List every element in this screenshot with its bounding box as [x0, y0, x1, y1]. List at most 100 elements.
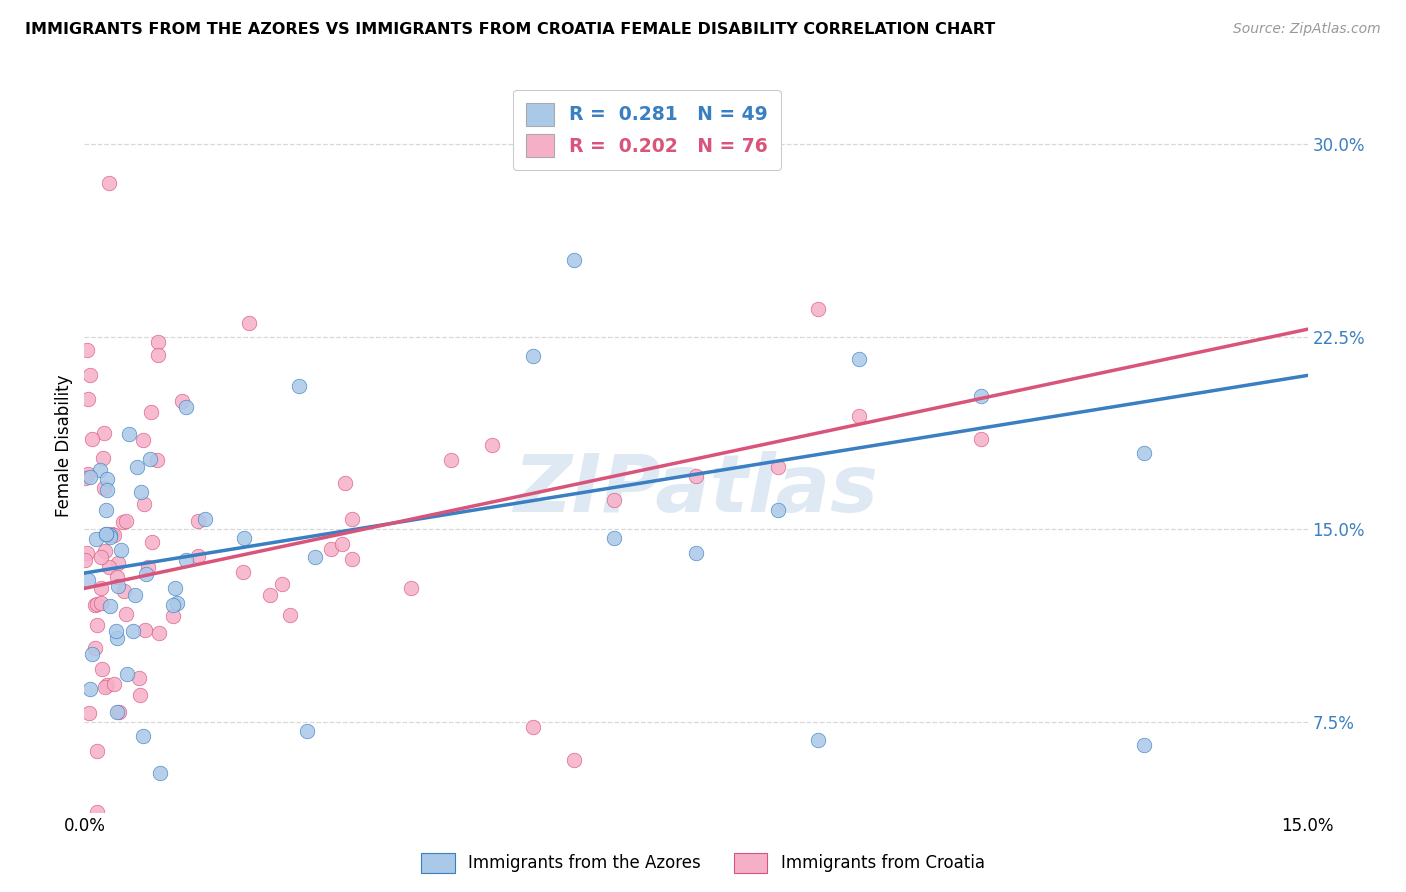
Point [319, 541, 342, 556]
Point [86, 618, 108, 632]
Point [522, 350, 544, 364]
Point [105, 570, 128, 584]
Point [79, 681, 101, 696]
Point [98, 528, 121, 542]
Point [176, 553, 198, 567]
Point [107, 579, 129, 593]
Point [766, 459, 789, 474]
Point [970, 389, 993, 403]
Point [94, 527, 117, 541]
Point [108, 705, 131, 719]
Point [172, 394, 194, 409]
Point [342, 512, 364, 526]
Point [97, 527, 120, 541]
Point [134, 624, 156, 638]
Point [1133, 738, 1156, 752]
Point [440, 453, 463, 467]
Point [97, 176, 120, 190]
Point [295, 723, 318, 738]
Point [118, 426, 141, 441]
Y-axis label: Female Disability: Female Disability [55, 375, 73, 517]
Point [685, 469, 707, 483]
Point [187, 514, 209, 528]
Point [90, 582, 112, 596]
Point [129, 688, 152, 702]
Point [93, 426, 115, 441]
Point [107, 705, 129, 719]
Point [76, 546, 98, 560]
Point [114, 514, 136, 528]
Point [104, 624, 127, 638]
Point [101, 526, 124, 541]
Point [135, 567, 157, 582]
Text: IMMIGRANTS FROM THE AZORES VS IMMIGRANTS FROM CROATIA FEMALE DISABILITY CORRELAT: IMMIGRANTS FROM THE AZORES VS IMMIGRANTS… [25, 22, 995, 37]
Point [77, 467, 100, 481]
Point [110, 543, 132, 558]
Point [117, 667, 139, 681]
Point [79, 706, 101, 720]
Point [333, 475, 356, 490]
Point [103, 677, 125, 691]
Point [970, 432, 993, 446]
Legend: R =  0.281   N = 49, R =  0.202   N = 76: R = 0.281 N = 49, R = 0.202 N = 76 [513, 90, 782, 170]
Point [112, 515, 135, 529]
Point [107, 631, 129, 645]
Point [481, 438, 503, 452]
Point [89, 463, 111, 477]
Point [96, 472, 118, 486]
Point [132, 433, 155, 447]
Point [94, 544, 117, 558]
Point [146, 453, 169, 467]
Point [96, 678, 118, 692]
Point [86, 805, 108, 819]
Point [187, 549, 209, 563]
Point [76, 573, 98, 587]
Point [685, 546, 707, 560]
Point [136, 559, 159, 574]
Point [75, 471, 97, 485]
Point [86, 744, 108, 758]
Point [332, 537, 354, 551]
Point [288, 378, 311, 392]
Legend: Immigrants from the Azores, Immigrants from Croatia: Immigrants from the Azores, Immigrants f… [415, 847, 991, 880]
Point [162, 609, 184, 624]
Point [98, 530, 121, 544]
Point [139, 404, 162, 418]
Point [271, 577, 294, 591]
Point [278, 608, 301, 623]
Point [232, 532, 254, 546]
Point [807, 732, 830, 747]
Point [98, 559, 121, 574]
Point [146, 348, 169, 362]
Point [79, 470, 101, 484]
Point [86, 597, 108, 611]
Point [603, 531, 626, 545]
Point [1133, 446, 1156, 460]
Point [93, 481, 115, 495]
Point [304, 550, 326, 565]
Point [848, 409, 870, 424]
Point [128, 671, 150, 685]
Point [107, 556, 129, 570]
Point [603, 493, 626, 508]
Point [112, 583, 135, 598]
Point [82, 433, 104, 447]
Point [94, 680, 117, 694]
Point [84, 640, 107, 655]
Point [807, 301, 830, 316]
Point [146, 334, 169, 349]
Point [79, 368, 101, 383]
Point [148, 625, 170, 640]
Point [90, 549, 112, 564]
Point [139, 452, 162, 467]
Text: Source: ZipAtlas.com: Source: ZipAtlas.com [1233, 22, 1381, 37]
Point [103, 528, 125, 542]
Point [91, 450, 114, 465]
Point [522, 720, 544, 734]
Point [114, 607, 136, 621]
Point [132, 497, 155, 511]
Point [127, 459, 149, 474]
Point [131, 484, 153, 499]
Point [90, 596, 112, 610]
Text: ZIPatlas: ZIPatlas [513, 450, 879, 529]
